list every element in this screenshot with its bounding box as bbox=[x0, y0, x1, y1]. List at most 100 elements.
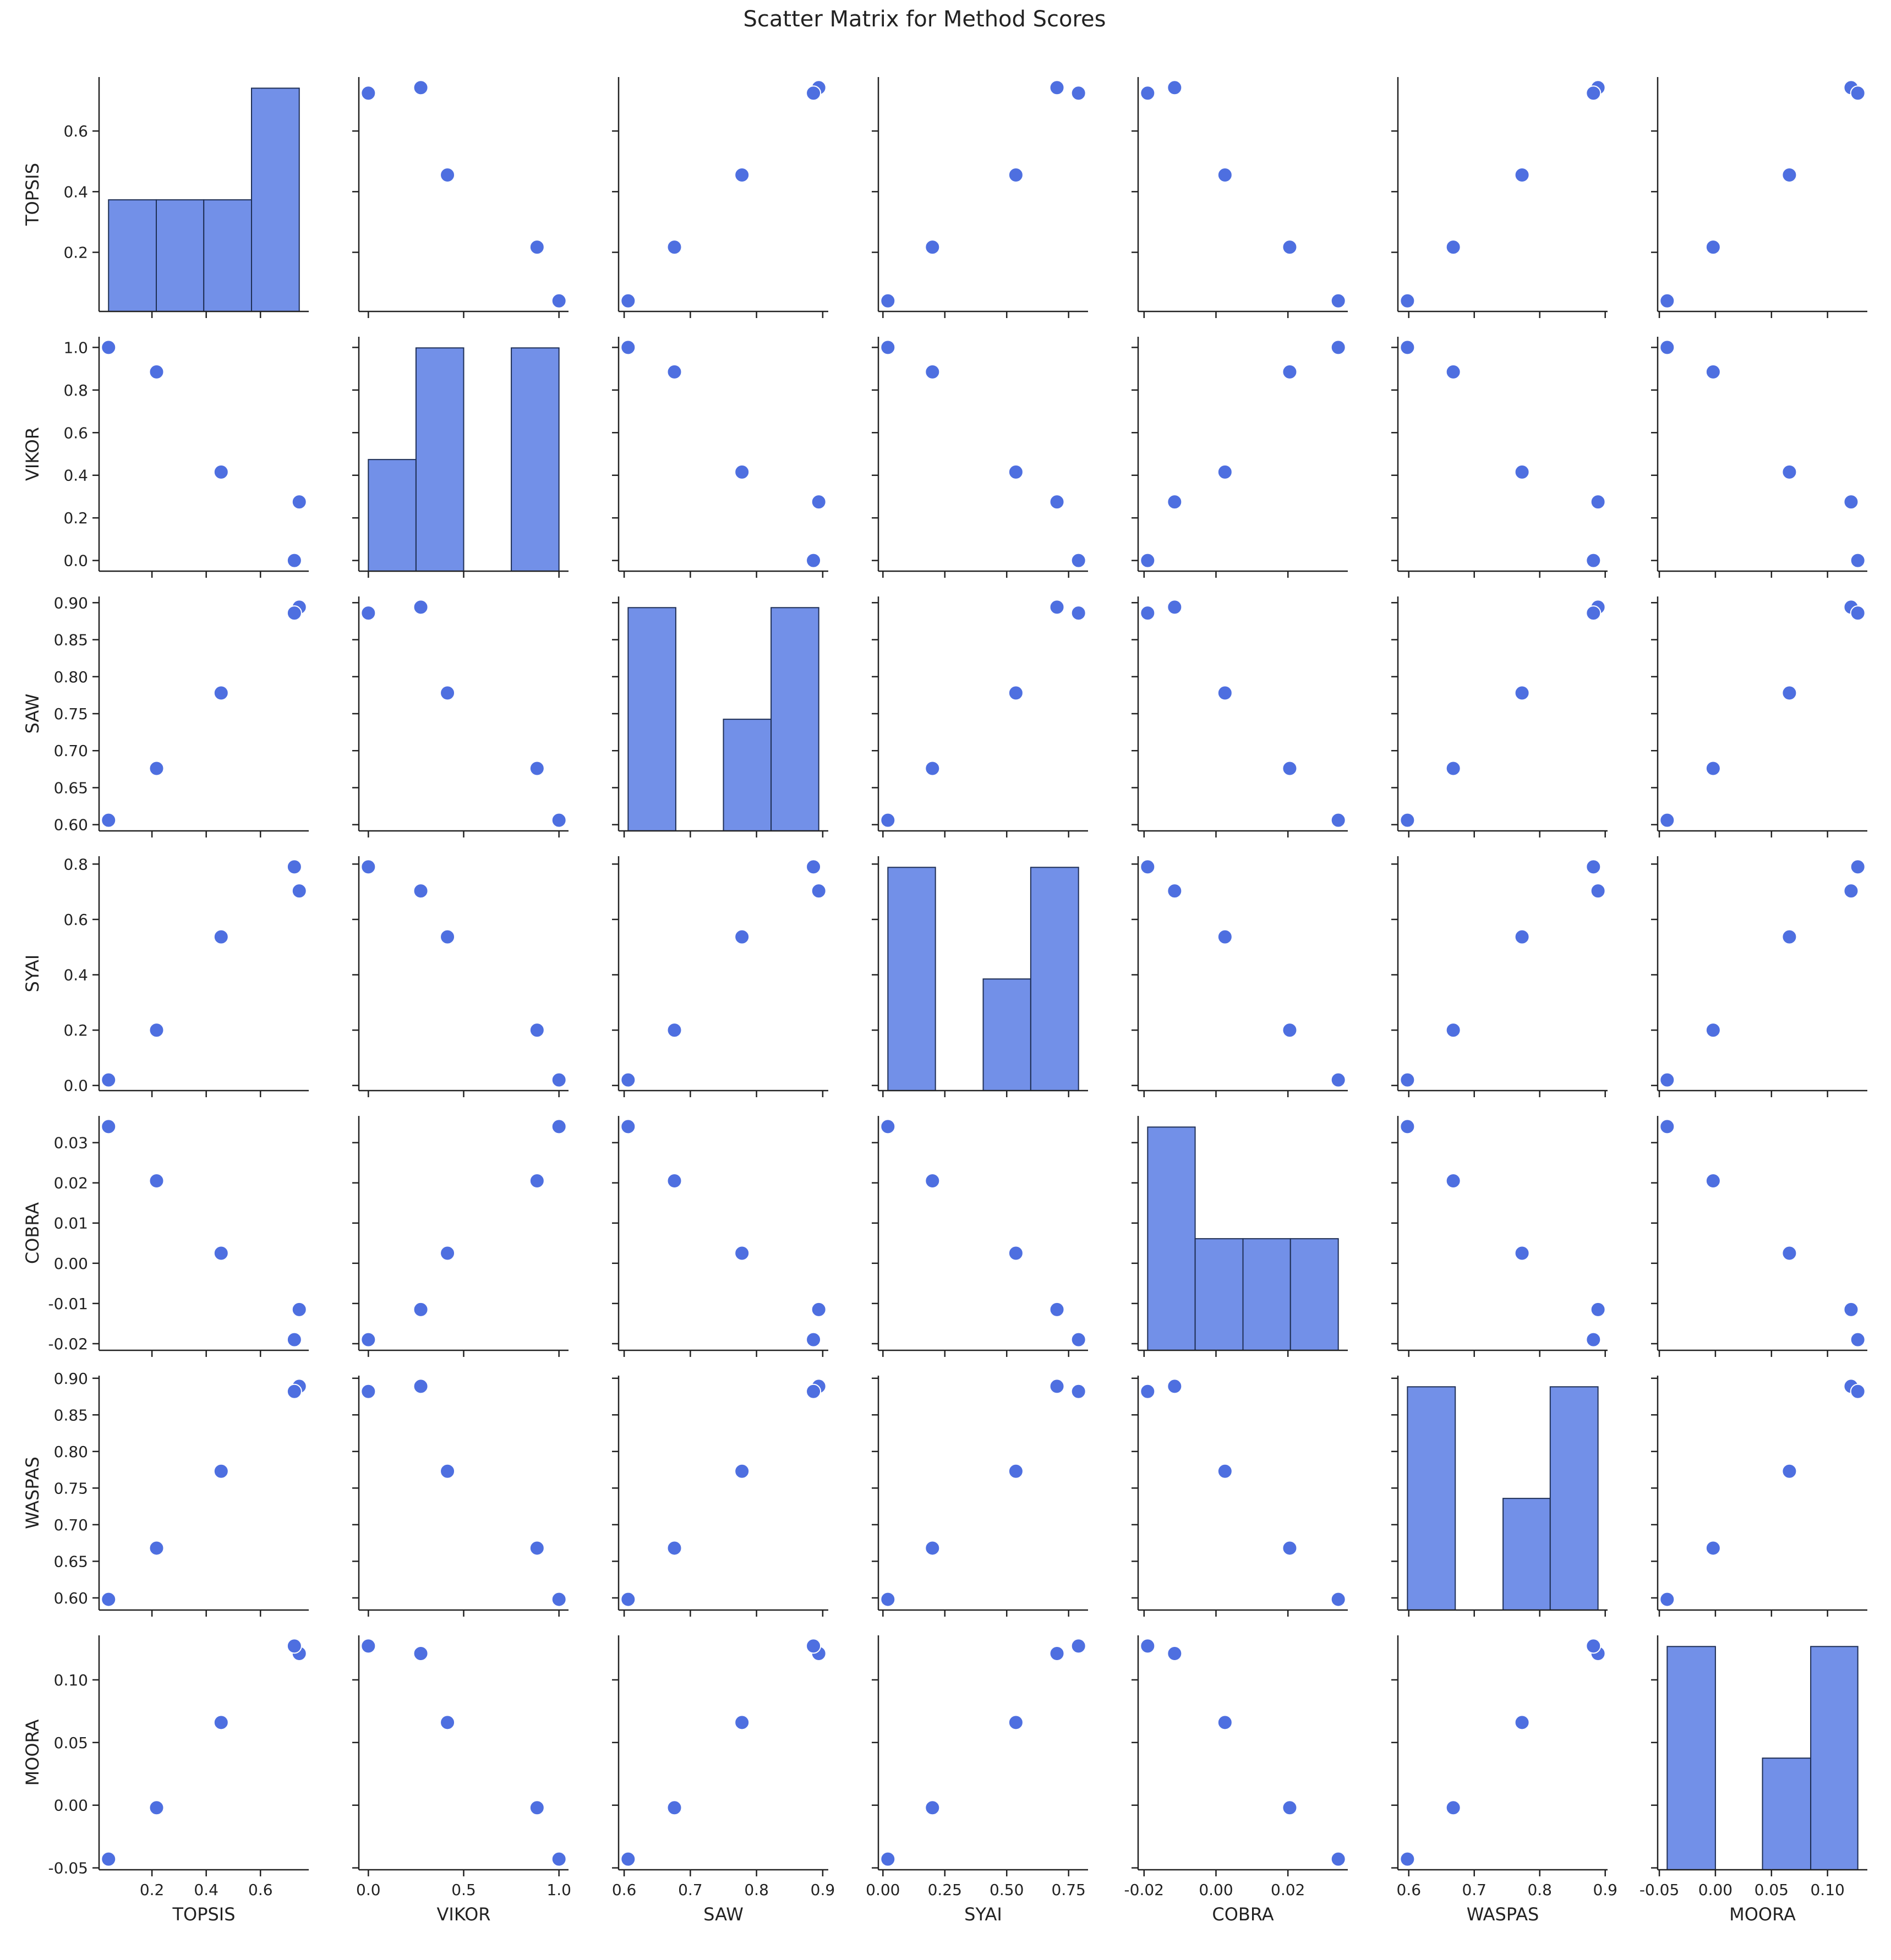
panel-saw-vs-cobra bbox=[1132, 596, 1348, 837]
scatter-point-moora-cobra-1 bbox=[1282, 1800, 1298, 1816]
scatter-point-saw-topsis-1 bbox=[149, 760, 165, 776]
scatter-point-topsis-waspas-0 bbox=[1400, 293, 1415, 309]
scatter-point-vikor-saw-1 bbox=[666, 364, 682, 380]
scatter-point-waspas-topsis-4 bbox=[286, 1383, 302, 1399]
scatter-point-saw-moora-4 bbox=[1850, 605, 1866, 621]
scatter-point-moora-waspas-4 bbox=[1586, 1638, 1602, 1654]
panel-topsis-vs-vikor bbox=[352, 77, 569, 318]
panel-saw-vs-topsis: 0.60 0.65 0.70 0.75 0.80 0.85 0.90 bbox=[54, 594, 309, 837]
scatter-point-cobra-topsis-2 bbox=[213, 1245, 229, 1261]
x-tick-label: 0.4 bbox=[194, 1881, 218, 1899]
scatter-point-vikor-waspas-3 bbox=[1590, 494, 1606, 510]
scatter-point-cobra-moora-0 bbox=[1659, 1119, 1675, 1135]
scatter-point-saw-waspas-1 bbox=[1445, 760, 1461, 776]
panel-vikor-vs-vikor bbox=[352, 337, 569, 578]
x-tick-label: 0.8 bbox=[1527, 1881, 1552, 1899]
scatter-point-vikor-syai-3 bbox=[1049, 494, 1065, 510]
scatter-point-saw-topsis-0 bbox=[101, 812, 117, 828]
scatter-point-moora-syai-3 bbox=[1049, 1646, 1065, 1662]
scatter-point-syai-cobra-2 bbox=[1217, 929, 1233, 945]
scatter-point-saw-topsis-4 bbox=[286, 605, 302, 621]
y-tick-label: 0.65 bbox=[54, 779, 88, 797]
scatter-point-moora-topsis-2 bbox=[213, 1715, 229, 1731]
y-tick-label: 0.02 bbox=[54, 1174, 88, 1192]
y-axis-label-saw: SAW bbox=[22, 694, 43, 734]
scatter-point-vikor-moora-3 bbox=[1843, 494, 1859, 510]
scatter-point-syai-vikor-4 bbox=[360, 859, 376, 875]
scatter-point-moora-saw-2 bbox=[734, 1715, 750, 1731]
panel-vikor-vs-topsis: 0.0 0.2 0.4 0.6 0.8 1.0 bbox=[63, 337, 309, 578]
histogram-bar-moora-0 bbox=[1666, 1646, 1716, 1870]
scatter-point-syai-cobra-3 bbox=[1167, 883, 1183, 899]
panel-waspas-vs-waspas bbox=[1391, 1376, 1608, 1617]
scatter-point-syai-saw-0 bbox=[620, 1072, 636, 1088]
scatter-point-topsis-moora-4 bbox=[1850, 85, 1866, 101]
scatter-point-waspas-vikor-1 bbox=[529, 1540, 545, 1556]
panel-moora-vs-vikor: 0.0 0.5 1.0 bbox=[352, 1635, 571, 1899]
scatter-point-topsis-saw-0 bbox=[620, 293, 636, 309]
histogram-bar-vikor-0 bbox=[368, 459, 417, 572]
scatter-point-saw-vikor-2 bbox=[440, 685, 456, 701]
panel-vikor-vs-cobra bbox=[1132, 337, 1348, 578]
scatter-point-cobra-saw-2 bbox=[734, 1245, 750, 1261]
y-tick-label: 0.60 bbox=[54, 1589, 88, 1607]
scatter-point-topsis-vikor-3 bbox=[413, 80, 429, 96]
scatter-point-topsis-moora-0 bbox=[1659, 293, 1675, 309]
y-tick-label: 0.6 bbox=[63, 122, 88, 140]
x-tick-label: 0.02 bbox=[1271, 1881, 1305, 1899]
y-tick-label: 0.4 bbox=[63, 966, 88, 984]
scatter-point-syai-vikor-1 bbox=[529, 1022, 545, 1038]
scatter-point-cobra-saw-1 bbox=[666, 1173, 682, 1189]
histogram-bar-cobra-0 bbox=[1147, 1126, 1196, 1351]
scatter-point-syai-vikor-0 bbox=[551, 1072, 567, 1088]
histogram-bar-vikor-1 bbox=[415, 347, 464, 572]
scatter-point-syai-cobra-1 bbox=[1282, 1022, 1298, 1038]
panel-cobra-vs-waspas bbox=[1391, 1116, 1608, 1357]
histogram-bar-topsis-0 bbox=[108, 199, 157, 312]
scatter-point-topsis-vikor-1 bbox=[529, 239, 545, 255]
scatter-point-saw-syai-2 bbox=[1008, 685, 1024, 701]
panel-syai-vs-saw bbox=[612, 856, 828, 1097]
scatter-point-vikor-cobra-3 bbox=[1167, 494, 1183, 510]
x-tick-label: 0.05 bbox=[1755, 1881, 1789, 1899]
y-tick-label: 0.6 bbox=[63, 911, 88, 929]
scatter-point-vikor-saw-4 bbox=[806, 552, 822, 568]
scatter-point-topsis-saw-4 bbox=[806, 85, 822, 101]
scatter-point-vikor-waspas-0 bbox=[1400, 340, 1415, 355]
scatter-point-saw-cobra-0 bbox=[1330, 812, 1346, 828]
scatter-point-syai-topsis-4 bbox=[286, 859, 302, 875]
scatter-point-waspas-moora-1 bbox=[1705, 1540, 1721, 1556]
histogram-bar-waspas-0 bbox=[1407, 1386, 1456, 1611]
y-tick-label: 0.6 bbox=[63, 424, 88, 442]
scatter-point-topsis-moora-2 bbox=[1781, 167, 1797, 183]
scatter-point-cobra-waspas-2 bbox=[1514, 1245, 1530, 1261]
histogram-bar-cobra-1 bbox=[1194, 1238, 1244, 1351]
scatter-point-moora-syai-4 bbox=[1070, 1638, 1086, 1654]
y-tick-label: 0.2 bbox=[63, 244, 88, 262]
scatter-point-syai-cobra-0 bbox=[1330, 1072, 1346, 1088]
scatter-point-saw-waspas-0 bbox=[1400, 812, 1415, 828]
scatter-point-vikor-saw-2 bbox=[734, 464, 750, 480]
panel-cobra-vs-moora bbox=[1651, 1116, 1867, 1357]
x-tick-label: 0.25 bbox=[928, 1881, 962, 1899]
scatter-point-vikor-moora-1 bbox=[1705, 364, 1721, 380]
panel-syai-vs-topsis: 0.0 0.2 0.4 0.6 0.8 bbox=[63, 855, 309, 1097]
y-tick-label: 0.60 bbox=[54, 816, 88, 834]
scatter-point-cobra-moora-4 bbox=[1850, 1332, 1866, 1348]
scatter-point-waspas-syai-3 bbox=[1049, 1378, 1065, 1394]
y-tick-label: 1.0 bbox=[63, 338, 88, 357]
scatter-point-cobra-syai-4 bbox=[1070, 1332, 1086, 1348]
panel-syai-vs-waspas bbox=[1391, 856, 1608, 1097]
panel-vikor-vs-moora bbox=[1651, 337, 1867, 578]
y-tick-label: 0.65 bbox=[54, 1552, 88, 1570]
x-tick-label: 0.00 bbox=[1698, 1881, 1732, 1899]
y-axis-label-syai: SYAI bbox=[22, 955, 43, 993]
x-axis-label-topsis: TOPSIS bbox=[172, 1904, 235, 1925]
y-tick-label: 0.75 bbox=[54, 1479, 88, 1497]
scatter-point-cobra-topsis-4 bbox=[286, 1332, 302, 1348]
scatter-point-moora-saw-4 bbox=[806, 1638, 822, 1654]
scatter-point-syai-saw-1 bbox=[666, 1022, 682, 1038]
scatter-point-topsis-waspas-4 bbox=[1586, 85, 1602, 101]
scatter-point-moora-cobra-3 bbox=[1167, 1646, 1183, 1662]
y-tick-label: -0.02 bbox=[48, 1335, 88, 1353]
